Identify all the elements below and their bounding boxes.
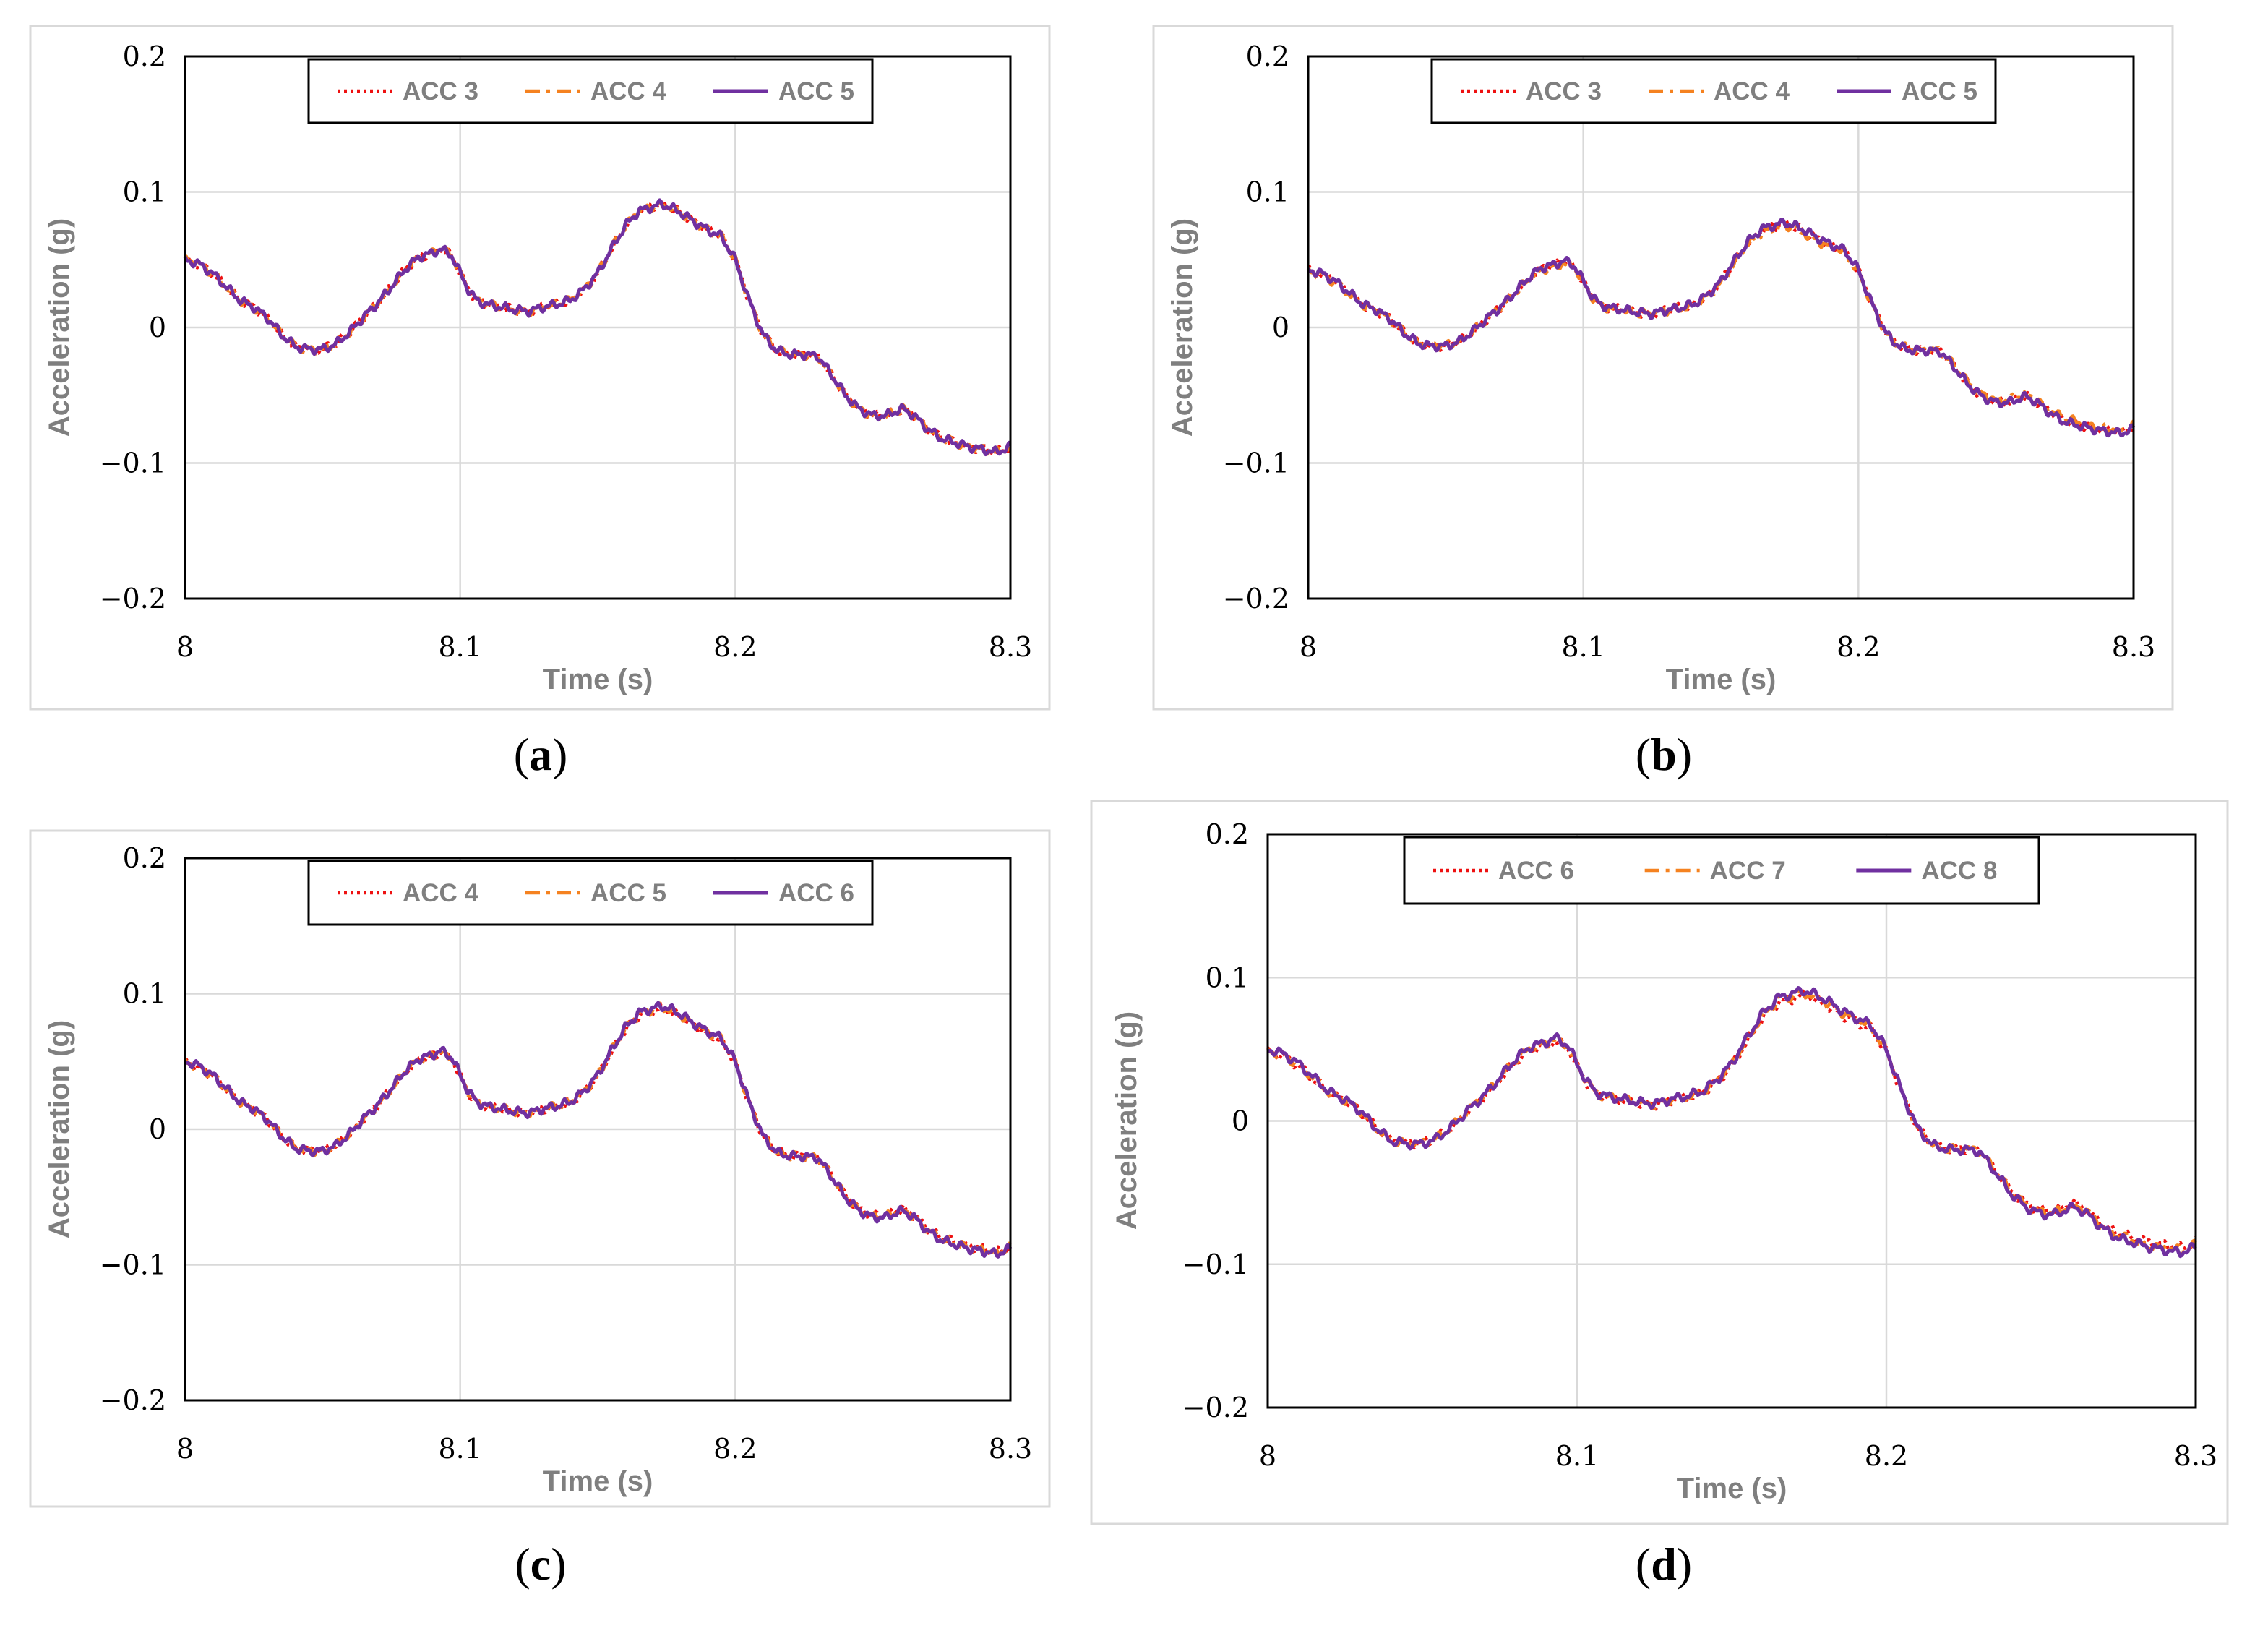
y-tick-label: 0.2 <box>1206 818 1249 850</box>
caption-letter: a <box>529 729 552 780</box>
legend: ACC 3 ACC 4 ACC 5 <box>307 58 874 124</box>
chart-panel-b: 0.2 0.1 0 −0.1 −0.2 8 8.1 8.2 8.3 Time (s) Acceler… <box>1152 25 2174 780</box>
x-tick-label: 8.3 <box>2174 1440 2217 1472</box>
legend-entry: ACC 5 <box>778 77 854 106</box>
x-tick-label: 8.3 <box>989 631 1032 663</box>
panel-frame <box>1090 800 2229 1525</box>
x-axis-label: Time (s) <box>543 1465 653 1497</box>
series-line-acc-5 <box>183 198 1012 457</box>
x-tick-label: 8.1 <box>438 1433 481 1465</box>
panel-caption: (a) <box>514 729 568 780</box>
series-line-acc-3 <box>1307 218 2136 437</box>
legend-entry: ACC 6 <box>1498 857 1574 885</box>
plot-area-border <box>184 857 1012 1402</box>
y-tick-label: 0 <box>1232 1105 1249 1137</box>
panel-frame <box>29 829 1051 1508</box>
y-axis-label: Acceleration (g) <box>43 1020 75 1238</box>
x-axis-label: Time (s) <box>1666 664 1777 695</box>
legend-entry: ACC 5 <box>1902 77 1977 106</box>
caption-close-paren: ) <box>1677 1538 1692 1590</box>
x-tick-label: 8 <box>1259 1440 1276 1472</box>
legend: ACC 3 ACC 4 ACC 5 <box>1430 58 1997 124</box>
y-tick-label: 0 <box>149 1113 166 1145</box>
y-tick-label: −0.1 <box>1182 1249 1249 1280</box>
y-tick-label: 0.1 <box>123 978 166 1010</box>
x-tick-label: 8.1 <box>1555 1440 1599 1472</box>
x-axis-label: Time (s) <box>1677 1473 1787 1504</box>
y-tick-label: −0.2 <box>1223 583 1289 614</box>
legend-entry: ACC 7 <box>1710 857 1786 885</box>
x-tick-label: 8.2 <box>713 631 757 663</box>
panel-frame <box>29 25 1051 711</box>
y-tick-label: 0 <box>1272 312 1289 343</box>
y-tick-label: 0 <box>149 312 166 343</box>
x-tick-label: 8.3 <box>989 1433 1032 1465</box>
y-axis-label: Acceleration (g) <box>43 218 75 437</box>
series-line-acc-6 <box>184 1001 1013 1259</box>
panel-frame <box>1152 25 2174 711</box>
caption-open-paren: ( <box>514 729 529 780</box>
caption-letter: c <box>531 1538 551 1590</box>
caption-close-paren: ) <box>1677 729 1692 780</box>
chart-panel-c: 0.2 0.1 0 −0.1 −0.2 8 8.1 8.2 8.3 Time (s) Acceler… <box>29 829 1051 1590</box>
chart-panel-a: 0.2 0.1 0 −0.1 −0.2 8 8.1 8.2 8.3 Time (s) Acceler… <box>29 25 1051 780</box>
y-tick-label: 0.1 <box>1246 176 1289 208</box>
x-tick-label: 8 <box>176 631 194 663</box>
y-tick-label: −0.1 <box>100 447 166 479</box>
legend-entry: ACC 5 <box>590 879 666 907</box>
y-tick-label: 0.2 <box>123 842 166 874</box>
legend-entry: ACC 6 <box>778 879 854 907</box>
legend-entry: ACC 4 <box>1714 77 1790 106</box>
x-axis-label: Time (s) <box>543 664 653 695</box>
y-tick-label: 0.1 <box>1206 962 1249 993</box>
legend: ACC 6 ACC 7 ACC 8 <box>1403 836 2040 905</box>
panel-caption: (c) <box>515 1538 566 1590</box>
caption-open-paren: ( <box>1636 1538 1651 1590</box>
y-tick-label: −0.2 <box>100 1384 166 1416</box>
caption-close-paren: ) <box>552 729 567 780</box>
legend-box <box>307 860 874 926</box>
y-axis-label: Acceleration (g) <box>1167 218 1198 437</box>
series-line-acc-8 <box>1267 986 2197 1259</box>
x-tick-label: 8 <box>1300 631 1317 663</box>
legend-entry: ACC 3 <box>403 77 478 106</box>
panel-caption: (b) <box>1636 729 1692 780</box>
y-tick-label: −0.2 <box>100 583 166 614</box>
y-axis-label: Acceleration (g) <box>1111 1011 1143 1230</box>
caption-close-paren: ) <box>551 1538 566 1590</box>
x-tick-label: 8 <box>176 1433 194 1465</box>
legend-entry: ACC 4 <box>590 77 667 106</box>
legend-box <box>307 58 874 124</box>
legend-box <box>1403 836 2040 905</box>
legend-entry: ACC 8 <box>1921 857 1997 885</box>
legend-entry: ACC 4 <box>403 879 479 907</box>
series-line-acc-5 <box>1306 218 2136 438</box>
caption-open-paren: ( <box>1636 729 1651 780</box>
y-tick-label: 0.1 <box>123 176 166 208</box>
y-tick-label: 0.2 <box>1246 40 1289 72</box>
x-tick-label: 8.1 <box>1561 631 1605 663</box>
x-tick-label: 8.2 <box>713 1433 757 1465</box>
chart-panel-d: 0.2 0.1 0 −0.1 −0.2 8 8.1 8.2 8.3 Time (s) Acceler… <box>1090 800 2229 1590</box>
caption-open-paren: ( <box>515 1538 530 1590</box>
plot-area-border <box>1266 833 2197 1409</box>
legend-box <box>1430 58 1997 124</box>
y-tick-label: −0.1 <box>1223 447 1289 479</box>
x-tick-label: 8.3 <box>2112 631 2155 663</box>
legend: ACC 4 ACC 5 ACC 6 <box>307 860 874 926</box>
y-tick-label: −0.2 <box>1182 1392 1249 1423</box>
plot-area-border <box>1307 55 2135 600</box>
x-tick-label: 8.1 <box>438 631 481 663</box>
plot-area-border <box>184 55 1012 600</box>
y-tick-label: 0.2 <box>123 40 166 72</box>
x-tick-label: 8.2 <box>1837 631 1880 663</box>
caption-letter: b <box>1651 729 1677 780</box>
panel-caption: (d) <box>1636 1538 1692 1590</box>
x-tick-label: 8.2 <box>1865 1440 1908 1472</box>
legend-entry: ACC 3 <box>1526 77 1602 106</box>
caption-letter: d <box>1651 1538 1677 1590</box>
y-tick-label: −0.1 <box>100 1249 166 1281</box>
